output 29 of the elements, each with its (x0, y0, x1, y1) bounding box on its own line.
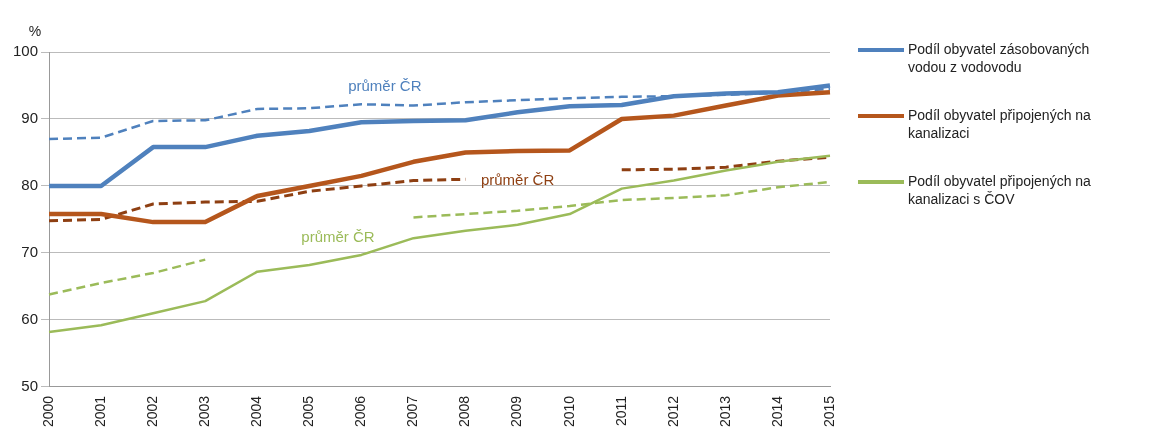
x-tick-label: 2010 (560, 395, 577, 428)
y-tick-label: 50 (21, 377, 39, 394)
x-tick-label: 2000 (39, 395, 56, 428)
y-tick-label: 100 (13, 42, 39, 60)
x-tick-label: 2009 (508, 395, 525, 428)
x-tick-label: 2011 (612, 395, 629, 426)
x-tick-label: 2012 (664, 395, 681, 428)
x-tick-label: 2002 (144, 395, 161, 428)
legend-label: Podíl obyvatel zásobovaných vodou z vodovodu (908, 40, 1091, 76)
x-tick-label: 2004 (248, 395, 265, 428)
y-tick-label: 80 (21, 176, 39, 194)
x-tick-label: 2001 (91, 395, 108, 428)
x-tick-label: 2014 (768, 395, 785, 428)
y-tick-label: 60 (21, 310, 39, 328)
legend-label: Podíl obyvatel připojených na kanalizaci s ČOV (908, 172, 1092, 208)
x-tick-label: 2005 (300, 395, 317, 428)
y-tick-label: 90 (21, 109, 39, 127)
x-tick-label: 2003 (196, 395, 213, 428)
x-tick-label: 2008 (456, 395, 473, 428)
annotation: průměr ČR (480, 171, 555, 189)
x-tick-label: 2007 (404, 395, 421, 428)
annotation: průměr ČR (301, 227, 375, 245)
x-tick-label: 2015 (820, 395, 837, 428)
y-axis-title: % (28, 22, 42, 39)
x-tick-label: 2013 (716, 395, 733, 428)
x-tick-label: 2006 (352, 395, 369, 428)
legend-label: Podíl obyvatel připojených na kanalizaci (908, 106, 1092, 142)
y-tick-label: 70 (21, 243, 39, 261)
annotation: průměr ČR (348, 77, 422, 95)
